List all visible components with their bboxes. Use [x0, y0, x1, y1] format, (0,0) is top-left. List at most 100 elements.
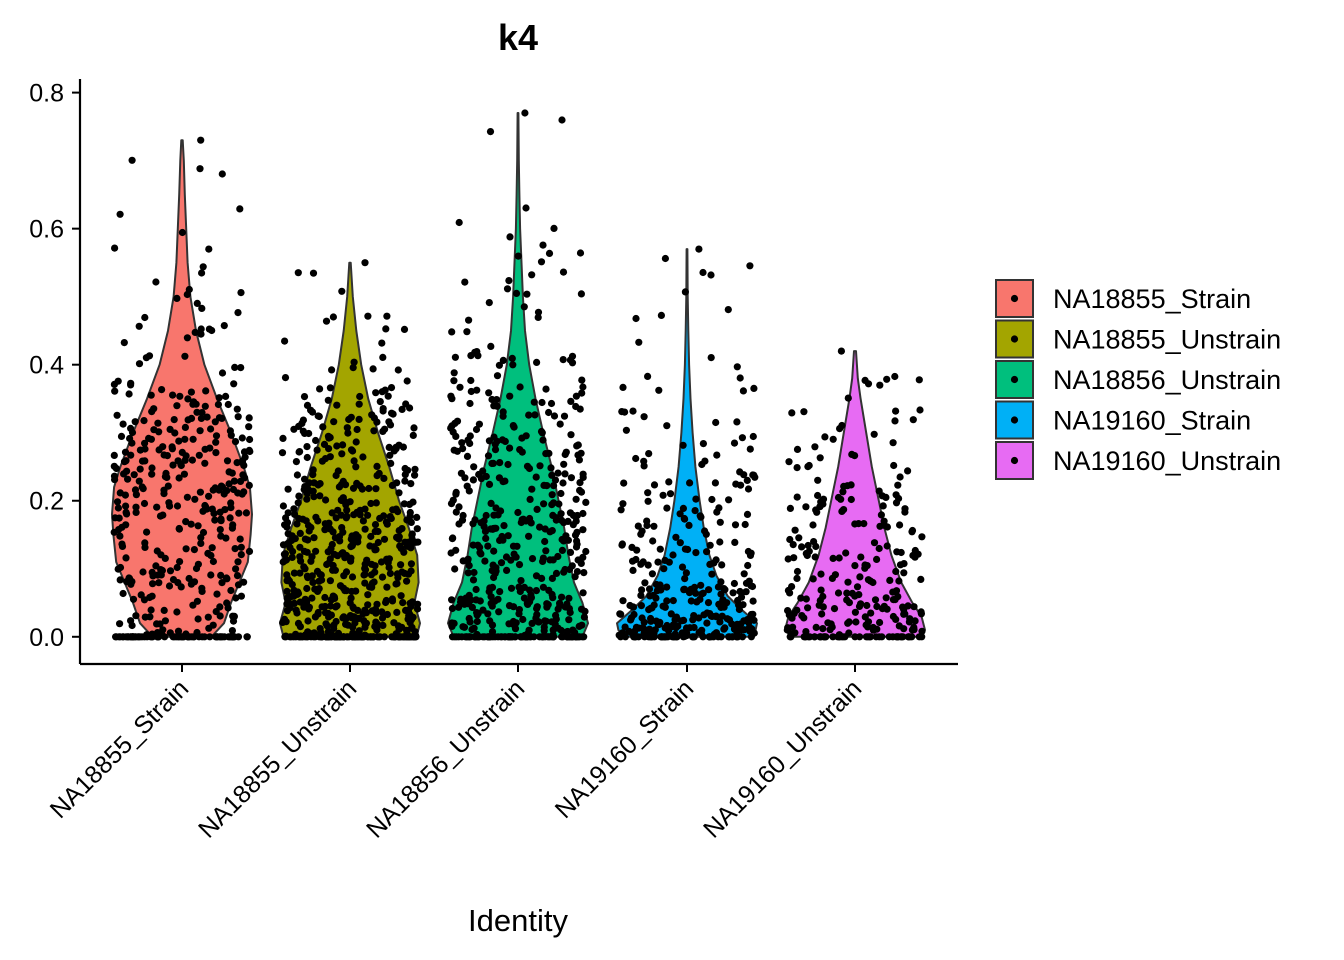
data-point [545, 249, 554, 257]
data-point [411, 633, 420, 641]
data-point [181, 423, 189, 431]
data-point [383, 312, 391, 320]
data-point [178, 228, 186, 237]
data-point [871, 596, 880, 604]
data-point [648, 604, 656, 612]
data-point [502, 553, 511, 561]
data-point [388, 597, 397, 605]
data-point [465, 487, 473, 495]
data-point [208, 544, 216, 552]
data-point [495, 608, 503, 616]
data-point [141, 543, 149, 552]
data-point [373, 626, 381, 634]
data-point [322, 496, 330, 504]
data-point [573, 511, 582, 520]
data-point [744, 485, 753, 493]
data-point [365, 484, 373, 493]
data-point [228, 633, 236, 641]
data-point [802, 549, 810, 558]
data-point [368, 411, 376, 419]
data-point [358, 485, 366, 493]
data-point [663, 422, 671, 430]
data-point [451, 353, 459, 361]
data-point [510, 423, 518, 431]
data-point [308, 408, 317, 416]
data-point [328, 540, 336, 549]
data-point [479, 606, 487, 614]
data-point [227, 504, 235, 512]
data-point [190, 546, 198, 554]
data-point [713, 508, 721, 516]
data-point [540, 500, 548, 508]
data-point [635, 633, 643, 641]
data-point [915, 633, 923, 641]
data-point [486, 128, 495, 136]
data-point [725, 616, 734, 624]
data-point [448, 422, 456, 430]
data-point [793, 574, 801, 583]
data-point [338, 524, 346, 532]
data-point [293, 520, 301, 528]
data-point [118, 542, 127, 551]
data-point [870, 539, 879, 547]
data-point [187, 414, 196, 422]
data-point [644, 497, 652, 505]
data-point [203, 413, 211, 421]
data-point [217, 532, 225, 540]
data-point [918, 533, 926, 541]
data-point [370, 578, 378, 586]
data-point [124, 475, 132, 483]
data-point [213, 590, 221, 598]
data-point [149, 580, 157, 588]
data-point [748, 582, 757, 591]
data-point [572, 495, 580, 503]
data-point [876, 381, 884, 389]
data-point [749, 432, 757, 441]
data-point [738, 633, 747, 641]
data-point [111, 387, 119, 395]
data-point [654, 558, 662, 566]
data-point [867, 609, 875, 617]
data-point [802, 503, 810, 511]
data-point [676, 510, 684, 518]
data-point [194, 522, 202, 530]
data-point [672, 613, 681, 621]
data-point [160, 606, 168, 615]
data-point [316, 385, 324, 393]
data-point [388, 481, 396, 489]
data-point [541, 525, 549, 533]
data-point [380, 535, 389, 543]
data-point [173, 402, 181, 410]
data-point [918, 627, 926, 635]
data-point [217, 571, 225, 580]
data-point [566, 356, 575, 364]
data-point [211, 516, 219, 524]
data-point [291, 535, 299, 543]
data-point [237, 551, 245, 559]
data-point [537, 258, 546, 266]
data-point [361, 525, 369, 533]
data-point [660, 633, 668, 641]
data-point [409, 613, 417, 621]
data-point [534, 313, 542, 321]
data-point [699, 268, 707, 277]
data-point [121, 448, 130, 456]
data-point [346, 599, 354, 607]
data-point [372, 485, 380, 493]
x-tick-label: NA18855_Unstrain [193, 674, 362, 843]
data-point [659, 602, 667, 610]
data-point [123, 467, 131, 475]
data-point [372, 609, 380, 617]
legend: NA18855_Strain NA18855_Unstrain NA18856_Un… [995, 279, 1281, 480]
data-point [126, 434, 134, 443]
data-point [892, 491, 900, 499]
data-point [401, 477, 409, 485]
data-point [195, 451, 203, 459]
data-point [449, 496, 457, 504]
data-point [340, 633, 348, 641]
x-tick-label: NA19160_Unstrain [698, 674, 867, 843]
data-point [202, 387, 210, 395]
data-point [487, 499, 495, 507]
data-point [802, 628, 810, 636]
data-point [452, 490, 460, 498]
